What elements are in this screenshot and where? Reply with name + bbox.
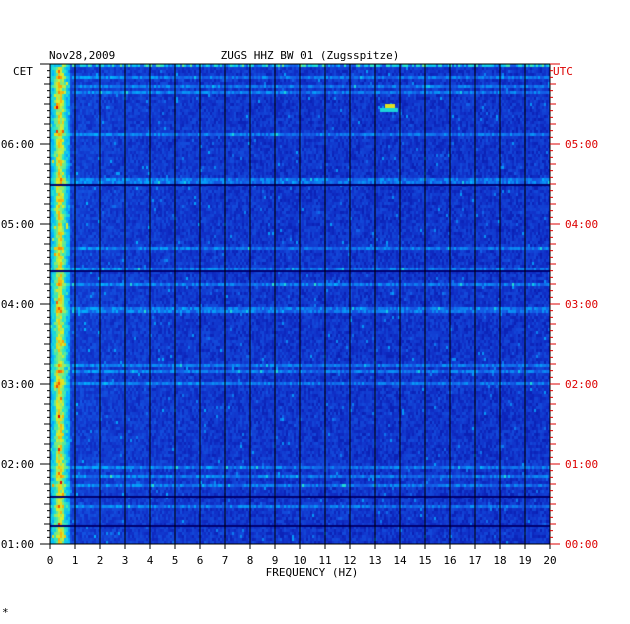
right-time-label: 00:00	[565, 538, 598, 551]
x-axis-label: FREQUENCY (HZ)	[266, 566, 359, 579]
x-tick-label: 2	[97, 554, 104, 567]
x-tick-label: 13	[368, 554, 381, 567]
right-time-label: 01:00	[565, 458, 598, 471]
left-time-label: 01:00	[1, 538, 34, 551]
right-time-label: 02:00	[565, 378, 598, 391]
x-tick-label: 18	[493, 554, 506, 567]
x-tick-label: 3	[122, 554, 129, 567]
right-time-label: 05:00	[565, 138, 598, 151]
x-tick-label: 14	[393, 554, 407, 567]
left-time-label: 05:00	[1, 218, 34, 231]
x-tick-label: 4	[147, 554, 154, 567]
right-time-label: 03:00	[565, 298, 598, 311]
x-tick-label: 6	[197, 554, 204, 567]
left-time-label: 06:00	[1, 138, 34, 151]
left-time-label: 02:00	[1, 458, 34, 471]
x-tick-label: 0	[47, 554, 54, 567]
x-tick-label: 9	[272, 554, 279, 567]
right-time-label: 04:00	[565, 218, 598, 231]
x-tick-label: 12	[343, 554, 356, 567]
chart-title: ZUGS HHZ BW 01 (Zugsspitze)	[221, 49, 400, 62]
grid	[49, 63, 551, 545]
left-time-label: 04:00	[1, 298, 34, 311]
x-tick-label: 1	[72, 554, 79, 567]
left-time-axis: 06:00 05:00 04:00 03:00 02:00 01:00	[1, 63, 50, 551]
x-tick-label: 8	[247, 554, 254, 567]
x-tick-label: 19	[518, 554, 531, 567]
left-time-label: 03:00	[1, 378, 34, 391]
x-tick-label: 17	[468, 554, 481, 567]
x-tick-label: 5	[172, 554, 179, 567]
x-tick-label: 15	[418, 554, 431, 567]
x-tick-label: 20	[543, 554, 556, 567]
x-axis-ticks: 0 1 2 3 4 5 6 7 8 9 10 11 12 13 14 15 16 17 18 19 20	[47, 544, 557, 567]
right-timezone-label: UTC	[553, 65, 573, 78]
x-tick-label: 7	[222, 554, 229, 567]
x-tick-label: 10	[293, 554, 306, 567]
corner-mark: *	[2, 606, 9, 619]
left-timezone-label: CET	[13, 65, 33, 78]
right-time-axis: 05:00 04:00 03:00 02:00 01:00 00:00	[550, 63, 598, 551]
x-tick-label: 16	[443, 554, 456, 567]
date-label: Nov28,2009	[49, 49, 115, 62]
x-tick-label: 11	[318, 554, 331, 567]
